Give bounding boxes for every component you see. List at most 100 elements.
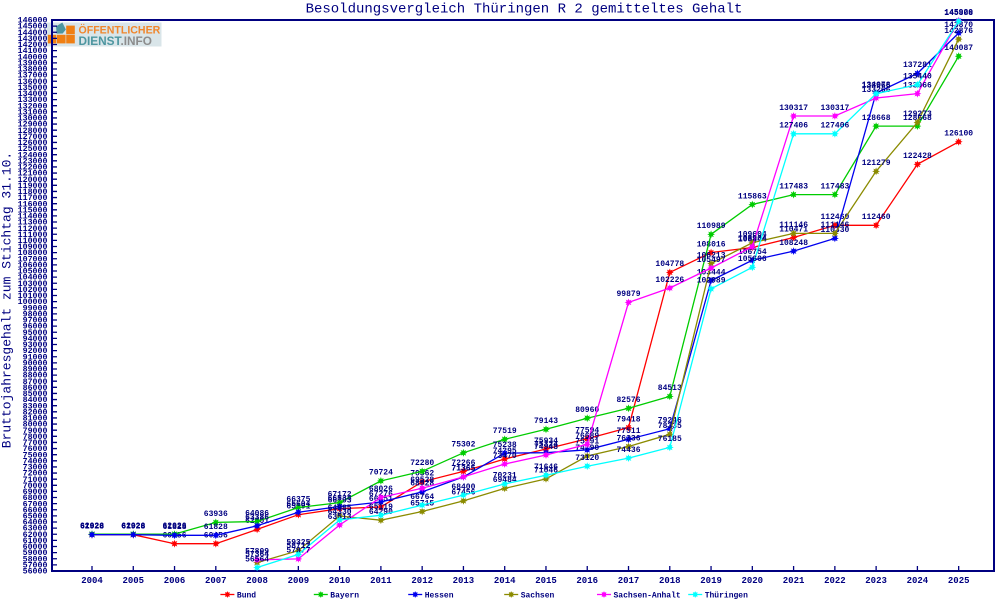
svg-text:58712: 58712	[286, 542, 310, 551]
svg-text:64985: 64985	[328, 504, 352, 513]
svg-text:62026: 62026	[80, 522, 104, 531]
svg-text:128668: 128668	[903, 114, 932, 123]
svg-text:121279: 121279	[862, 159, 891, 168]
svg-text:2008: 2008	[246, 576, 268, 586]
svg-text:64086: 64086	[245, 509, 269, 518]
svg-text:126100: 126100	[944, 130, 973, 139]
svg-text:77519: 77519	[493, 427, 517, 436]
svg-text:145920: 145920	[944, 8, 973, 17]
svg-text:66000: 66000	[23, 506, 48, 515]
svg-text:85000: 85000	[23, 390, 48, 399]
svg-text:75238: 75238	[493, 441, 517, 450]
svg-text:117483: 117483	[779, 182, 808, 191]
svg-text:137281: 137281	[903, 61, 932, 70]
svg-text:56564: 56564	[245, 555, 269, 564]
svg-text:75302: 75302	[451, 441, 475, 450]
svg-text:103444: 103444	[697, 268, 726, 277]
svg-text:140000: 140000	[18, 53, 48, 62]
svg-text:105000: 105000	[18, 268, 48, 277]
svg-text:92000: 92000	[23, 347, 48, 356]
svg-text:70231: 70231	[493, 472, 517, 481]
svg-text:65604: 65604	[286, 500, 310, 509]
svg-text:120000: 120000	[18, 176, 48, 185]
svg-text:139000: 139000	[18, 60, 48, 69]
svg-text:91000: 91000	[23, 353, 48, 362]
svg-text:122000: 122000	[18, 164, 48, 173]
svg-text:76185: 76185	[658, 435, 682, 444]
svg-text:140087: 140087	[944, 44, 973, 53]
svg-text:62026: 62026	[162, 522, 186, 531]
svg-text:109000: 109000	[18, 243, 48, 252]
svg-text:134000: 134000	[18, 90, 48, 99]
svg-text:110989: 110989	[697, 222, 726, 231]
svg-text:2005: 2005	[122, 576, 144, 586]
svg-text:126000: 126000	[18, 139, 48, 148]
svg-text:57000: 57000	[23, 562, 48, 571]
svg-text:100000: 100000	[18, 298, 48, 307]
svg-text:63000: 63000	[23, 525, 48, 534]
svg-text:2007: 2007	[205, 576, 227, 586]
svg-text:2012: 2012	[411, 576, 433, 586]
svg-text:107000: 107000	[18, 255, 48, 264]
svg-text:67000: 67000	[23, 500, 48, 509]
svg-text:135000: 135000	[18, 84, 48, 93]
svg-text:80000: 80000	[23, 421, 48, 430]
svg-text:105606: 105606	[738, 255, 767, 264]
svg-text:130317: 130317	[820, 104, 849, 113]
svg-text:78000: 78000	[23, 433, 48, 442]
svg-text:74000: 74000	[23, 457, 48, 466]
svg-text:142000: 142000	[18, 41, 48, 50]
svg-text:116000: 116000	[18, 200, 48, 209]
svg-text:111146: 111146	[779, 221, 808, 230]
svg-text:62000: 62000	[23, 531, 48, 540]
svg-text:102089: 102089	[697, 277, 726, 286]
svg-text:106213: 106213	[697, 251, 726, 260]
svg-text:110000: 110000	[18, 237, 48, 246]
svg-text:130000: 130000	[18, 115, 48, 124]
svg-text:61928: 61928	[121, 523, 145, 532]
svg-text:75324: 75324	[534, 441, 558, 450]
svg-text:132000: 132000	[18, 102, 48, 111]
svg-text:108248: 108248	[779, 239, 808, 248]
svg-text:61828: 61828	[162, 523, 186, 532]
svg-text:61928: 61928	[80, 523, 104, 532]
svg-text:72000: 72000	[23, 470, 48, 479]
svg-text:Sachsen-Anhalt: Sachsen-Anhalt	[614, 592, 681, 600]
svg-text:DIENST.INFO: DIENST.INFO	[79, 34, 152, 48]
svg-text:70000: 70000	[23, 482, 48, 491]
svg-text:108964: 108964	[738, 235, 767, 244]
svg-text:71365: 71365	[451, 465, 475, 474]
svg-text:101000: 101000	[18, 292, 48, 301]
svg-text:103000: 103000	[18, 280, 48, 289]
svg-text:127406: 127406	[779, 122, 808, 131]
svg-text:87000: 87000	[23, 378, 48, 387]
svg-text:124000: 124000	[18, 151, 48, 160]
svg-text:73120: 73120	[575, 454, 599, 463]
svg-text:60000: 60000	[23, 543, 48, 552]
svg-text:112000: 112000	[18, 225, 48, 234]
svg-text:75934: 75934	[534, 437, 558, 446]
svg-text:79143: 79143	[534, 417, 558, 426]
svg-text:Bund: Bund	[237, 592, 256, 600]
svg-text:Hessen: Hessen	[425, 592, 454, 600]
svg-text:113000: 113000	[18, 219, 48, 228]
svg-text:64330: 64330	[328, 508, 352, 517]
svg-text:104000: 104000	[18, 274, 48, 283]
svg-text:105497: 105497	[697, 256, 726, 265]
svg-text:66375: 66375	[286, 495, 310, 504]
svg-text:71646: 71646	[534, 463, 558, 472]
svg-text:138000: 138000	[18, 66, 48, 75]
svg-text:71046: 71046	[534, 467, 558, 476]
svg-text:108000: 108000	[18, 249, 48, 258]
svg-text:102000: 102000	[18, 286, 48, 295]
svg-text:2018: 2018	[659, 576, 681, 586]
svg-text:2015: 2015	[535, 576, 557, 586]
svg-text:2016: 2016	[576, 576, 598, 586]
svg-text:112460: 112460	[862, 213, 891, 222]
svg-text:130317: 130317	[779, 104, 808, 113]
svg-text:72266: 72266	[451, 459, 475, 468]
svg-text:2013: 2013	[453, 576, 475, 586]
svg-text:133966: 133966	[862, 82, 891, 91]
svg-text:58000: 58000	[23, 555, 48, 564]
svg-text:112460: 112460	[820, 213, 849, 222]
